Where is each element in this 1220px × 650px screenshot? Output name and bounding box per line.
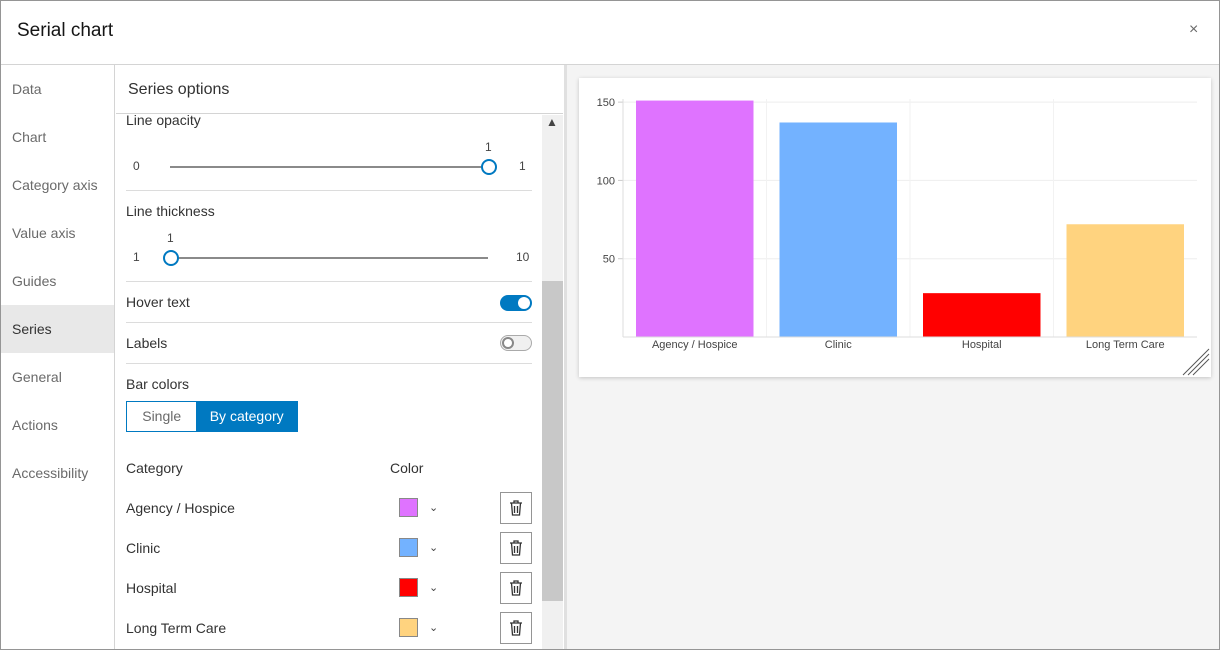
line-opacity-slider[interactable] <box>170 166 488 168</box>
close-icon[interactable]: × <box>1189 21 1199 38</box>
divider <box>126 322 532 323</box>
chevron-down-icon[interactable]: ⌄ <box>429 542 439 554</box>
dialog-header: Serial chart × <box>1 1 1219 65</box>
line-opacity-value: 1 <box>485 140 492 154</box>
x-tick-label: Agency / Hospice <box>652 339 738 351</box>
resize-handle-icon <box>1192 358 1210 376</box>
bar-chart: 50 100 150 Agency / Hospice Clinic Hospital Lo… <box>597 97 1210 376</box>
y-tick-label: 100 <box>597 175 615 187</box>
resize-handle-icon <box>1182 348 1210 376</box>
category-name: Clinic <box>126 540 161 556</box>
options-scroll-area: Line opacity 1 0 1 Line thickness 1 1 10… <box>116 115 542 649</box>
line-thickness-slider[interactable] <box>170 257 488 259</box>
resize-handle-icon <box>1187 353 1210 376</box>
x-tick-label: Hospital <box>962 339 1002 351</box>
trash-icon <box>510 500 522 516</box>
delete-button[interactable] <box>500 612 532 644</box>
trash-icon <box>510 580 522 596</box>
nav-item-value-axis[interactable]: Value axis <box>12 225 76 241</box>
x-tick-label: Long Term Care <box>1086 339 1165 351</box>
hover-text-label: Hover text <box>126 294 190 310</box>
panel-title: Series options <box>116 65 563 114</box>
delete-button[interactable] <box>500 572 532 604</box>
delete-button[interactable] <box>500 532 532 564</box>
line-opacity-handle[interactable] <box>481 159 497 175</box>
bar-colors-toggle: Single By category <box>126 401 298 432</box>
line-opacity-max: 1 <box>519 159 526 173</box>
chart-preview-area: 50 100 150 Agency / Hospice Clinic Hospital Lo… <box>564 65 1219 649</box>
dialog-title: Serial chart <box>17 20 114 41</box>
hover-text-toggle[interactable] <box>500 295 532 311</box>
y-tick-label: 50 <box>603 254 615 266</box>
x-tick-label: Clinic <box>825 339 852 351</box>
category-name: Hospital <box>126 580 177 596</box>
category-name: Long Term Care <box>126 620 227 636</box>
nav-item-guides[interactable]: Guides <box>12 273 57 289</box>
nav-item-chart[interactable]: Chart <box>12 129 47 145</box>
chevron-down-icon[interactable]: ⌄ <box>429 622 439 634</box>
category-column-header: Category <box>126 460 183 476</box>
line-thickness-label: Line thickness <box>126 203 215 219</box>
color-swatch[interactable] <box>399 618 418 637</box>
bar-colors-single[interactable]: Single <box>142 408 182 424</box>
delete-button[interactable] <box>500 492 532 524</box>
bar <box>779 122 897 337</box>
line-thickness-min: 1 <box>133 250 140 264</box>
labels-toggle[interactable] <box>500 335 532 351</box>
labels-label: Labels <box>126 335 168 351</box>
color-swatch[interactable] <box>399 498 418 517</box>
line-thickness-value: 1 <box>167 231 174 245</box>
trash-icon <box>510 620 522 636</box>
chart-card: 50 100 150 Agency / Hospice Clinic Hospital Lo… <box>579 78 1211 377</box>
settings-nav: Data Chart Category axis Value axis Guid… <box>1 65 115 649</box>
color-column-header: Color <box>390 460 424 476</box>
nav-item-series[interactable]: Series <box>1 305 114 353</box>
bar-colors-by-category[interactable]: By category <box>196 402 297 431</box>
color-swatch[interactable] <box>399 578 418 597</box>
divider <box>126 281 532 282</box>
line-opacity-min: 0 <box>133 159 140 173</box>
chevron-down-icon[interactable]: ⌄ <box>429 502 439 514</box>
nav-item-actions[interactable]: Actions <box>12 417 58 433</box>
line-thickness-handle[interactable] <box>163 250 179 266</box>
scroll-up-icon[interactable]: ▲ <box>546 115 558 129</box>
y-tick-label: 150 <box>597 97 615 109</box>
bar <box>1066 224 1184 337</box>
trash-icon <box>510 540 522 556</box>
panel-scrollbar[interactable]: ▲ <box>542 115 563 649</box>
divider <box>126 363 532 364</box>
nav-item-accessibility[interactable]: Accessibility <box>12 465 89 481</box>
nav-item-data[interactable]: Data <box>12 81 42 97</box>
series-options-panel: Series options Line opacity 1 0 1 Line t… <box>116 65 564 649</box>
nav-item-category-axis[interactable]: Category axis <box>12 177 98 193</box>
line-opacity-label: Line opacity <box>126 115 201 128</box>
color-swatch[interactable] <box>399 538 418 557</box>
line-thickness-max: 10 <box>516 250 530 264</box>
nav-item-general[interactable]: General <box>12 369 62 385</box>
bar <box>923 293 1041 337</box>
bar <box>636 100 754 337</box>
category-name: Agency / Hospice <box>126 500 235 516</box>
scrollbar-thumb[interactable] <box>542 281 563 601</box>
divider <box>126 190 532 191</box>
bar-colors-label: Bar colors <box>126 376 190 392</box>
chevron-down-icon[interactable]: ⌄ <box>429 582 439 594</box>
